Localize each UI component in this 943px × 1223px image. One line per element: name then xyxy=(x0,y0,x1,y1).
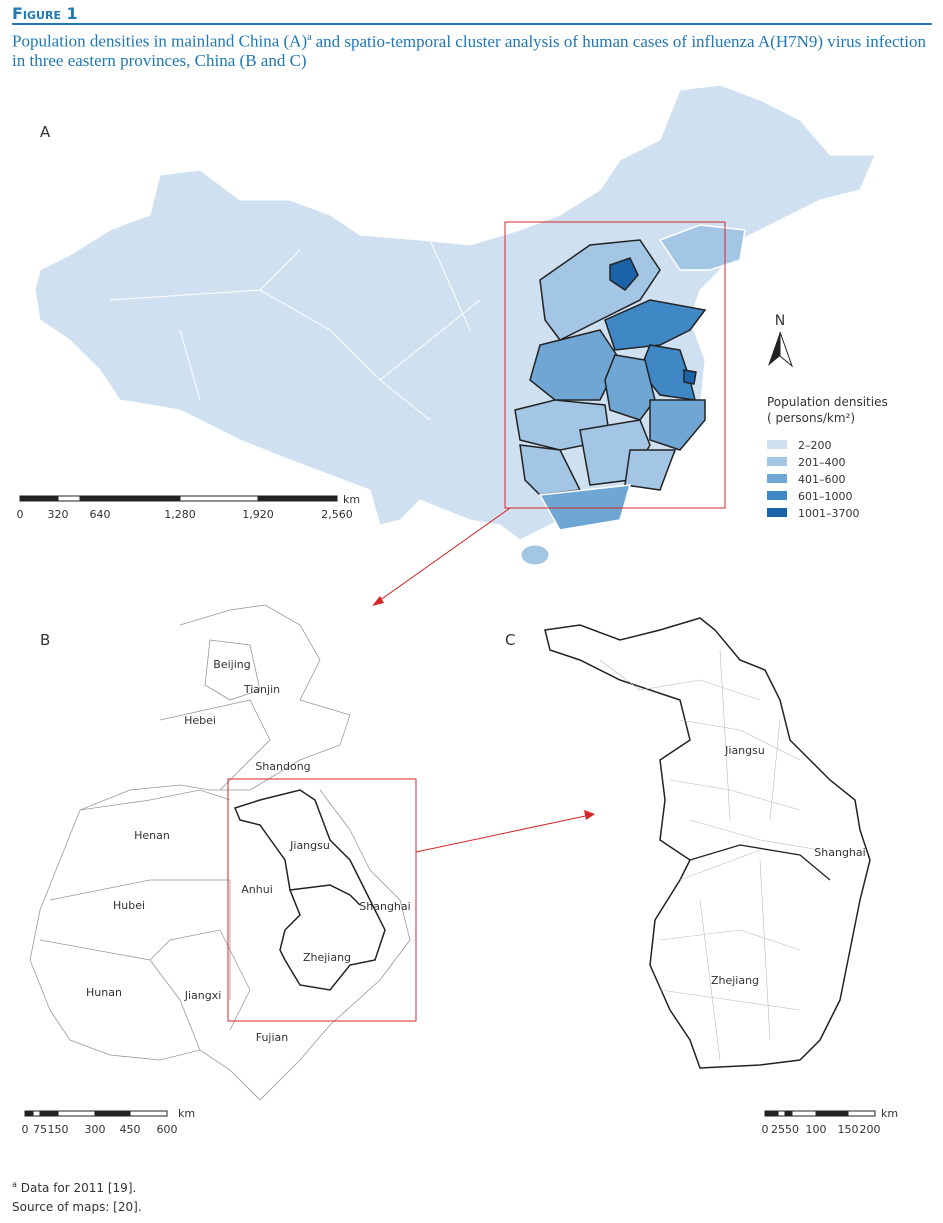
scale-unit: km xyxy=(343,493,360,506)
caption-sup: a xyxy=(307,32,312,43)
study-provinces xyxy=(233,789,386,991)
legend-swatch xyxy=(767,508,787,517)
legend-label: 401–600 xyxy=(798,473,846,486)
caption: Population densities in mainland China (… xyxy=(12,28,932,70)
caption-text: and spatio-temporal cluster analysis of … xyxy=(12,31,926,70)
north-arrow xyxy=(779,331,794,368)
scale-label: 100 xyxy=(806,1123,827,1136)
source-note: Source of maps: [20]. xyxy=(12,1200,142,1214)
eastern-provinces xyxy=(514,224,746,531)
scale-labels: 0 75 150 300 450 600 xyxy=(22,1123,178,1136)
province-labels: Beijing Tianjin Hebei Shandong Henan Jiangsu A… xyxy=(86,658,411,1044)
province-label: Jiangxi xyxy=(184,989,222,1002)
legend: 2–200 201–400 401–600 601–1000 1001–3700 xyxy=(767,439,860,520)
zoom-arrow xyxy=(375,507,511,604)
study-area xyxy=(544,617,871,1069)
scale-label: 75 xyxy=(33,1123,47,1136)
legend-swatch xyxy=(767,440,787,449)
scale-bar xyxy=(764,1110,876,1117)
scale-label: 1,280 xyxy=(164,508,196,521)
zoom-arrow xyxy=(415,814,591,853)
footnote-text: Data for 2011 [19]. xyxy=(20,1181,137,1195)
scale-unit: km xyxy=(178,1107,195,1120)
hainan xyxy=(520,544,550,566)
province-label: Hunan xyxy=(86,986,122,999)
province-label: Hubei xyxy=(113,899,145,912)
province-label: Zhejiang xyxy=(711,974,759,987)
scale-label: 640 xyxy=(90,508,111,521)
scale-label: 320 xyxy=(48,508,69,521)
panel-label: B xyxy=(40,631,50,649)
arrowhead xyxy=(372,596,384,606)
legend-unit: ( persons/km²) xyxy=(767,411,855,425)
province-label: Jiangsu xyxy=(724,744,765,757)
china-outline xyxy=(34,84,876,541)
panel-label: A xyxy=(40,123,51,141)
legend-label: 601–1000 xyxy=(798,490,853,503)
scale-label: 600 xyxy=(157,1123,178,1136)
county-borders xyxy=(599,649,831,1061)
scale-label: 2,560 xyxy=(321,508,353,521)
footnote-mark: a xyxy=(12,1180,17,1189)
legend-swatch xyxy=(767,491,787,500)
caption-text: Population densities in mainland China (… xyxy=(12,31,308,51)
province-label: Shanghai xyxy=(814,846,865,859)
scale-label: 150 xyxy=(838,1123,859,1136)
scale-label: 0 xyxy=(22,1123,29,1136)
zoom-box xyxy=(227,778,417,1022)
legend-label: 1001–3700 xyxy=(798,507,860,520)
arrowhead xyxy=(584,810,595,820)
scale-label: 300 xyxy=(85,1123,106,1136)
figure-label: Figure 1 xyxy=(12,4,932,25)
scale-bar xyxy=(19,495,338,502)
province-labels: Jiangsu Shanghai Zhejiang xyxy=(711,744,866,987)
scale-labels: 0 25 50 100 150 200 xyxy=(762,1123,881,1136)
province-borders xyxy=(109,239,481,421)
scale-unit: km xyxy=(881,1107,898,1120)
province-label: Anhui xyxy=(241,883,273,896)
scale-label: 50 xyxy=(785,1123,799,1136)
province-label: Zhejiang xyxy=(303,951,351,964)
province-label: Fujian xyxy=(256,1031,289,1044)
north-arrow xyxy=(768,332,780,366)
province-label: Shandong xyxy=(255,760,310,773)
scale-labels: 0 320 640 1,280 1,920 2,560 xyxy=(17,508,353,521)
panel-b-provinces xyxy=(29,604,411,1101)
panel-label: C xyxy=(505,631,515,649)
province-label: Hebei xyxy=(184,714,216,727)
legend-label: 201–400 xyxy=(798,456,846,469)
zoom-box xyxy=(504,221,726,509)
province-label: Jiangsu xyxy=(289,839,330,852)
scale-label: 150 xyxy=(48,1123,69,1136)
scale-label: 1,920 xyxy=(242,508,274,521)
footnote: a Data for 2011 [19]. xyxy=(12,1180,136,1195)
scale-bar xyxy=(24,1110,168,1117)
province-label: Tianjin xyxy=(243,683,280,696)
north-label: N xyxy=(775,313,785,329)
legend-swatch xyxy=(767,457,787,466)
legend-swatch xyxy=(767,474,787,483)
province-label: Shanghai xyxy=(359,900,410,913)
scale-label: 450 xyxy=(120,1123,141,1136)
scale-label: 0 xyxy=(762,1123,769,1136)
province-label: Henan xyxy=(134,829,170,842)
scale-label: 0 xyxy=(17,508,24,521)
legend-label: 2–200 xyxy=(798,439,832,452)
province-label: Beijing xyxy=(213,658,250,671)
scale-label: 25 xyxy=(771,1123,785,1136)
legend-title: Population densities xyxy=(767,395,888,409)
scale-label: 200 xyxy=(860,1123,881,1136)
